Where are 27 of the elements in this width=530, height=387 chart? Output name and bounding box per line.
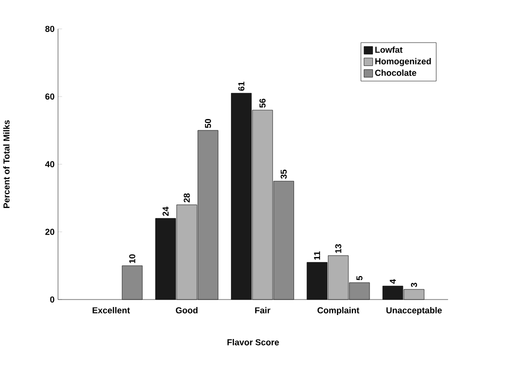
y-tick-label: 60 [45,93,54,100]
data-label: 10 [129,254,136,263]
data-label: 50 [204,118,212,128]
data-label: 5 [356,276,362,280]
y-tick-label: 40 [45,161,54,168]
data-label: 11 [314,251,320,260]
data-label: 24 [162,206,169,216]
y-tick-label: 0 [50,296,54,303]
legend-label: Chocolate [375,69,416,76]
y-tick-label: 20 [45,228,54,235]
y-tick-label: 80 [45,26,54,32]
x-tick-label: Unacceptable [386,306,442,315]
x-tick-label: Good [176,306,198,314]
data-label: 35 [280,170,287,179]
data-label: 28 [184,193,190,202]
x-tick-label: Complaint [318,306,360,315]
data-label: 13 [335,244,342,253]
data-label: 61 [238,82,244,91]
data-label: 56 [259,98,266,108]
legend-label: Homogenized [375,58,431,66]
data-label: 3 [410,282,418,287]
y-axis-title: Percent of Total Milks [3,120,10,208]
x-axis-title: Flavor Score [227,338,279,346]
data-label: 4 [390,279,396,284]
x-tick-label: Excellent [92,306,130,314]
x-tick-label: Fair [255,306,270,314]
legend-label: Lowfat [375,46,402,53]
